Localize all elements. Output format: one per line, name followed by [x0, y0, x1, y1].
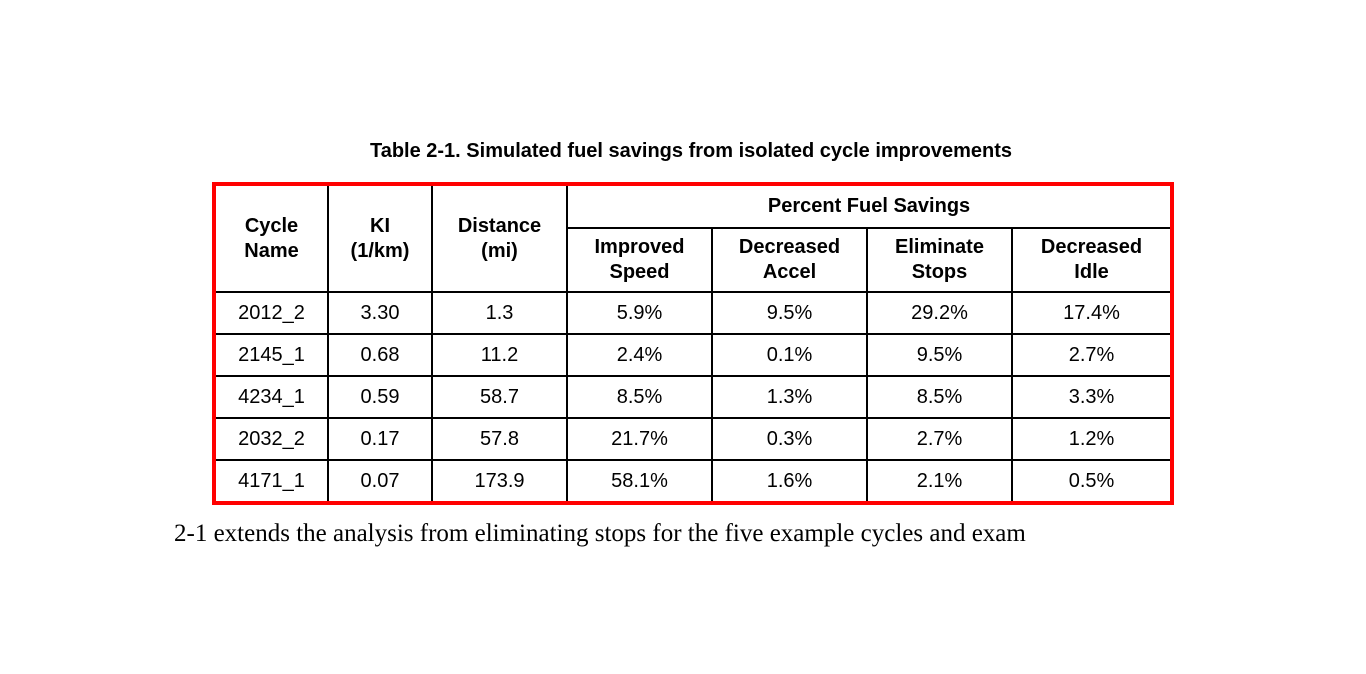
table-cell: 1.3% — [711, 375, 868, 419]
table-cell: 8.5% — [866, 375, 1013, 419]
table-cell: 173.9 — [431, 459, 568, 504]
col-header-improved-speed: Improved Speed — [566, 227, 713, 293]
table-row: 2145_1 0.68 11.2 2.4% 0.1% 9.5% 2.7% — [213, 333, 1174, 377]
table-cell: 2012_2 — [213, 291, 329, 335]
table-cell: 0.1% — [711, 333, 868, 377]
table-cell: 2.4% — [566, 333, 713, 377]
table-cell: 57.8 — [431, 417, 568, 461]
table-header-row-group: Cycle Name KI (1/km) Distance (mi) Perce… — [213, 183, 1174, 293]
table-cell: 2.7% — [866, 417, 1013, 461]
body-text: 2-1 extends the analysis from eliminatin… — [174, 520, 1026, 547]
table-cell: 0.3% — [711, 417, 868, 461]
col-group-header-percent-fuel-savings: Percent Fuel Savings — [565, 183, 1174, 229]
table-cell: 4171_1 — [213, 459, 329, 504]
col-header-eliminate-stops: Eliminate Stops — [866, 227, 1013, 293]
col-header-decreased-accel: Decreased Accel — [711, 227, 868, 293]
table-cell: 1.2% — [1010, 417, 1174, 461]
table-cell: 2032_2 — [213, 417, 329, 461]
table-cell: 1.6% — [711, 459, 868, 504]
table-row: 2032_2 0.17 57.8 21.7% 0.3% 2.7% 1.2% — [213, 417, 1174, 461]
table-cell: 3.30 — [327, 291, 433, 335]
table-cell: 58.1% — [566, 459, 713, 504]
col-header-cycle-name: Cycle Name — [213, 183, 329, 293]
col-header-ki: KI (1/km) — [327, 183, 433, 293]
table-cell: 9.5% — [866, 333, 1013, 377]
table-row: 4234_1 0.59 58.7 8.5% 1.3% 8.5% 3.3% — [213, 375, 1174, 419]
table-row: 2012_2 3.30 1.3 5.9% 9.5% 29.2% 17.4% — [213, 291, 1174, 335]
table-cell: 5.9% — [566, 291, 713, 335]
col-header-decreased-idle: Decreased Idle — [1010, 227, 1174, 293]
table-cell: 0.5% — [1010, 459, 1174, 504]
table-cell: 58.7 — [431, 375, 568, 419]
table-cell: 2.1% — [866, 459, 1013, 504]
table-row: 4171_1 0.07 173.9 58.1% 1.6% 2.1% 0.5% — [213, 459, 1174, 504]
table-caption: Table 2-1. Simulated fuel savings from i… — [369, 140, 1013, 162]
table-cell: 0.07 — [327, 459, 433, 504]
table-cell: 29.2% — [866, 291, 1013, 335]
table-cell: 1.3 — [431, 291, 568, 335]
table-cell: 2145_1 — [213, 333, 329, 377]
table-cell: 8.5% — [566, 375, 713, 419]
table-header-row-sub: Improved Speed Decreased Accel Eliminate… — [214, 227, 1174, 293]
table-cell: 2.7% — [1010, 333, 1174, 377]
col-header-distance: Distance (mi) — [431, 183, 568, 293]
table-cell: 21.7% — [566, 417, 713, 461]
table-cell: 4234_1 — [213, 375, 329, 419]
table-cell: 17.4% — [1010, 291, 1174, 335]
table-cell: 11.2 — [431, 333, 568, 377]
table-cell: 9.5% — [711, 291, 868, 335]
table-cell: 0.68 — [327, 333, 433, 377]
fuel-savings-table: Cycle Name KI (1/km) Distance (mi) Perce… — [212, 182, 1175, 505]
table-cell: 3.3% — [1010, 375, 1174, 419]
table-cell: 0.17 — [327, 417, 433, 461]
table-cell: 0.59 — [327, 375, 433, 419]
